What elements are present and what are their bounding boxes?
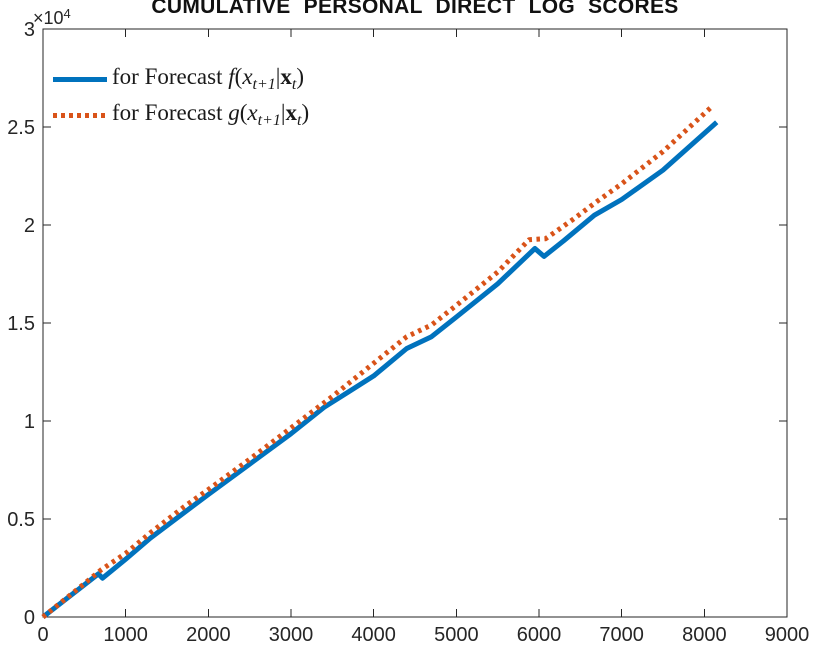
exponent-power: 4 <box>63 6 71 21</box>
legend-label-part: t+1 <box>252 76 276 93</box>
chart-title: CUMULATIVE PERSONAL DIRECT LOG SCORES <box>151 0 679 18</box>
x-tick-label: 2000 <box>186 624 231 646</box>
legend-label-part: for Forecast <box>112 64 229 89</box>
legend: for Forecast f(xt+1|xt) for Forecast g(xt… <box>53 61 309 133</box>
legend-label-part: f <box>228 64 235 89</box>
series-line-forecast-f <box>41 120 719 619</box>
y-tick-label: 2.5 <box>7 117 35 139</box>
legend-dotted-line-sample <box>53 112 107 118</box>
y-tick-label: 1.5 <box>7 313 35 335</box>
legend-label-part: x <box>242 64 253 89</box>
x-tick-label: 7000 <box>599 624 644 646</box>
legend-label-part: ) <box>296 64 305 89</box>
legend-label-part: x <box>280 64 292 89</box>
legend-label-part: g <box>228 100 240 125</box>
legend-label-part: for Forecast <box>112 100 229 125</box>
legend-entry-forecast-f: for Forecast f(xt+1|xt) <box>53 61 309 97</box>
legend-label-part: | <box>280 100 286 125</box>
y-tick-label: 3 <box>24 19 35 41</box>
legend-label-part: x <box>285 100 298 125</box>
series-line-forecast-g <box>41 103 716 619</box>
legend-label-part: x <box>247 100 258 125</box>
y-axis-exponent-label: ×104 <box>33 6 71 29</box>
legend-label-part: ) <box>301 100 310 125</box>
x-tick-label: 0 <box>37 624 48 646</box>
y-tick-label: 0 <box>24 607 35 629</box>
legend-label-part: t <box>297 112 302 129</box>
legend-label-part: ( <box>239 100 248 125</box>
legend-label-part: | <box>275 64 281 89</box>
legend-label-part: t+1 <box>257 112 281 129</box>
x-tick-label: 8000 <box>682 624 727 646</box>
legend-label: for Forecast f(xt+1|xt) <box>112 64 304 94</box>
x-tick-label: 1000 <box>103 624 148 646</box>
legend-solid-line-sample <box>53 76 107 82</box>
x-tick-label: 9000 <box>765 624 810 646</box>
legend-label: for Forecast g(xt+1|xt) <box>112 100 309 130</box>
x-tick-label: 4000 <box>351 624 396 646</box>
x-tick-label: 5000 <box>434 624 479 646</box>
exponent-base: ×10 <box>33 8 64 28</box>
y-tick-label: 0.5 <box>7 509 35 531</box>
y-tick-label: 1 <box>24 411 35 433</box>
x-tick-label: 3000 <box>269 624 314 646</box>
legend-entry-forecast-g: for Forecast g(xt+1|xt) <box>53 97 309 133</box>
y-tick-label: 2 <box>24 215 35 237</box>
legend-label-part: ( <box>234 64 243 89</box>
legend-label-part: t <box>291 76 297 93</box>
x-tick-label: 6000 <box>517 624 562 646</box>
